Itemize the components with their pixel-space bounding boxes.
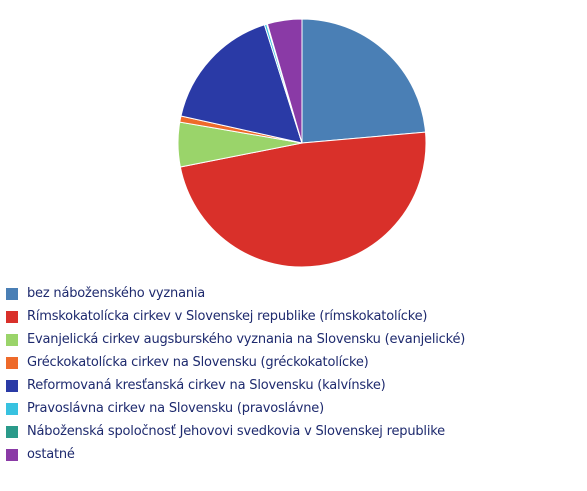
- legend-item: Evanjelická cirkev augsburského vyznania…: [6, 328, 581, 351]
- legend-label: Reformovaná kresťanská cirkev na Slovens…: [27, 378, 386, 393]
- legend-item: bez náboženského vyznania: [6, 282, 581, 305]
- legend-label: Gréckokatolícka cirkev na Slovensku (gré…: [27, 355, 369, 370]
- legend-swatch: [6, 287, 18, 300]
- legend-label: Pravoslávna cirkev na Slovensku (pravosl…: [27, 401, 324, 416]
- legend-label: bez náboženského vyznania: [27, 286, 206, 301]
- legend-swatch: [6, 402, 18, 415]
- legend-label: Rímskokatolícka cirkev v Slovenskej repu…: [27, 309, 428, 324]
- pie-chart-plot: [177, 18, 427, 268]
- legend-label: ostatné: [27, 447, 75, 462]
- legend-item: Pravoslávna cirkev na Slovensku (pravosl…: [6, 397, 581, 420]
- legend-swatch: [6, 310, 18, 323]
- legend-swatch: [6, 333, 18, 346]
- legend-item: Gréckokatolícka cirkev na Slovensku (gré…: [6, 351, 581, 374]
- legend-swatch: [6, 356, 18, 369]
- legend-item: Reformovaná kresťanská cirkev na Slovens…: [6, 374, 581, 397]
- legend-item: ostatné: [6, 443, 581, 466]
- legend-item: Rímskokatolícka cirkev v Slovenskej repu…: [6, 305, 581, 328]
- pie-slice-0: [301, 18, 427, 144]
- chart-legend: bez náboženského vyznania Rímskokatolíck…: [6, 282, 581, 466]
- legend-swatch: [6, 425, 18, 438]
- pie-slice-4: [180, 24, 303, 144]
- pie-slice-7: [266, 18, 303, 144]
- legend-label: Náboženská spoločnosť Jehovovi svedkovia…: [27, 424, 445, 439]
- legend-swatch: [6, 379, 18, 392]
- legend-swatch: [6, 448, 18, 461]
- legend-item: Náboženská spoločnosť Jehovovi svedkovia…: [6, 420, 581, 443]
- legend-label: Evanjelická cirkev augsburského vyznania…: [27, 332, 466, 347]
- pie-slice-1: [179, 131, 427, 268]
